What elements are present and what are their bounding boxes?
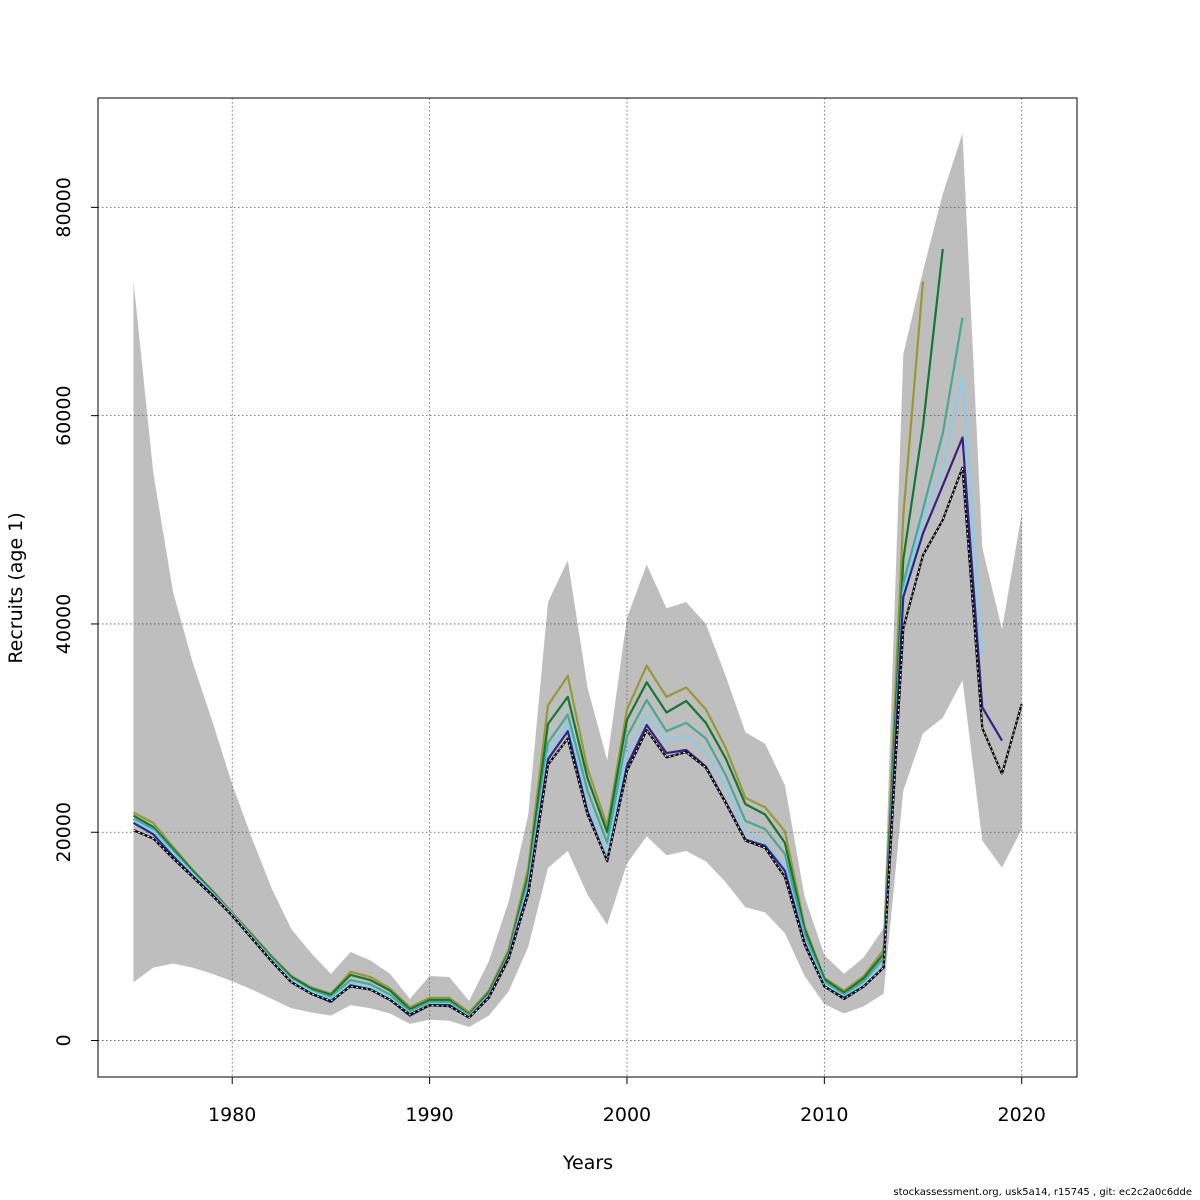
plot-frame [97,97,1078,1078]
confidence-band [133,133,1022,1027]
x-tick-label: 2000 [603,1104,651,1126]
y-tick-label: 0 [53,1034,75,1046]
y-axis-label: Recruits (age 1) [5,512,27,663]
y-tick-label: 60000 [53,385,75,445]
series-line-0-dash [133,467,1023,1019]
x-tick-label: 1980 [208,1104,256,1126]
x-tick-label: 2020 [998,1104,1046,1126]
axis-layer: 1980 1990 2000 2010 2020 0 20000 40000 60000 8000… [53,177,1046,1126]
y-tick-label: 80000 [53,177,75,237]
y-tick-label: 20000 [53,802,75,862]
footer-credit: stockassessment.org, usk5a14, r15745 , g… [893,1187,1192,1198]
confidence-band-layer [133,133,1022,1027]
series-layer [132,248,1023,1019]
grid-layer [98,98,1077,1077]
x-tick-label: 1990 [405,1104,453,1126]
x-tick-label: 2010 [800,1104,848,1126]
y-tick-label: 40000 [53,594,75,654]
x-axis-label: Years [562,1152,613,1174]
